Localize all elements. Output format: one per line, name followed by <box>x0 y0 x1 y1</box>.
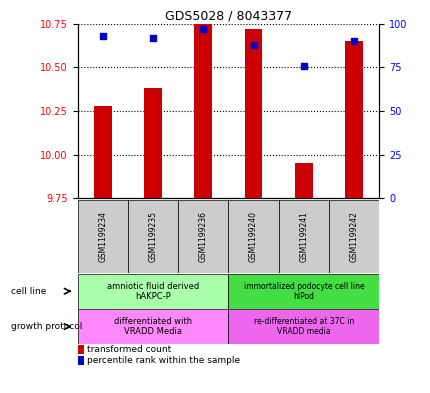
Bar <box>278 200 328 273</box>
Point <box>300 62 307 69</box>
Text: GSM1199235: GSM1199235 <box>148 211 157 262</box>
Bar <box>94 106 111 198</box>
Bar <box>144 88 161 198</box>
Title: GDS5028 / 8043377: GDS5028 / 8043377 <box>165 9 291 22</box>
Bar <box>77 309 228 344</box>
Text: differentiated with
VRADD Media: differentiated with VRADD Media <box>114 317 192 336</box>
Bar <box>228 274 378 309</box>
Point <box>99 33 106 39</box>
Text: GSM1199240: GSM1199240 <box>249 211 258 262</box>
Bar <box>344 41 362 198</box>
Bar <box>77 345 84 354</box>
Text: percentile rank within the sample: percentile rank within the sample <box>87 356 240 365</box>
Point <box>200 26 206 32</box>
Text: GSM1199242: GSM1199242 <box>349 211 358 262</box>
Bar <box>194 24 212 198</box>
Point <box>249 41 256 48</box>
Bar <box>77 200 128 273</box>
Text: cell line: cell line <box>11 287 46 296</box>
Bar <box>77 356 84 365</box>
Bar <box>295 163 312 198</box>
Text: GSM1199234: GSM1199234 <box>98 211 107 262</box>
Text: growth protocol: growth protocol <box>11 322 82 331</box>
Bar <box>228 309 378 344</box>
Text: GSM1199241: GSM1199241 <box>299 211 307 262</box>
Text: amniotic fluid derived
hAKPC-P: amniotic fluid derived hAKPC-P <box>107 281 199 301</box>
Text: GSM1199236: GSM1199236 <box>198 211 207 262</box>
Bar <box>128 200 178 273</box>
Text: transformed count: transformed count <box>87 345 171 354</box>
Text: re-differentiated at 37C in
VRADD media: re-differentiated at 37C in VRADD media <box>253 317 353 336</box>
Bar <box>178 200 228 273</box>
Text: immortalized podocyte cell line
hIPod: immortalized podocyte cell line hIPod <box>243 281 363 301</box>
Point <box>149 35 156 41</box>
Bar <box>77 274 228 309</box>
Bar <box>228 200 278 273</box>
Bar <box>328 200 378 273</box>
Point <box>350 38 357 44</box>
Bar <box>244 29 262 198</box>
